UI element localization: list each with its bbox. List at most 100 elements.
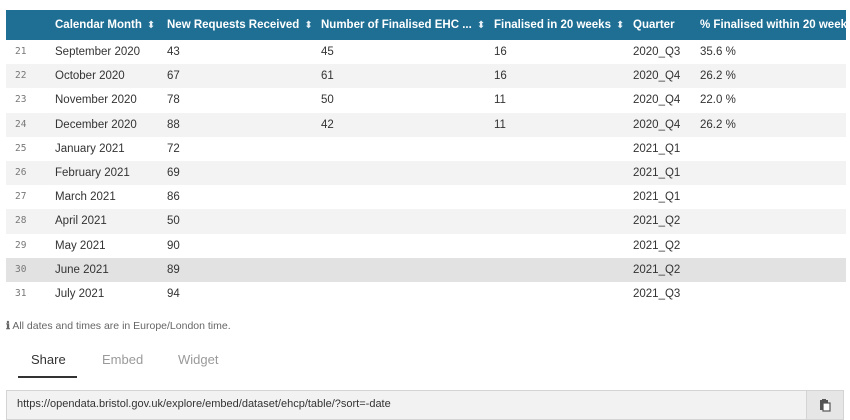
- table-cell: 86: [167, 191, 180, 204]
- table-row[interactable]: 29 May 2021 90 2021_Q2: [6, 234, 846, 258]
- table-cell: 2020_Q4: [633, 118, 681, 131]
- row-number: 30: [15, 263, 27, 275]
- timezone-note: ℹ All dates and times are in Europe/Lond…: [6, 320, 231, 332]
- table-row[interactable]: 24 December 2020 88 42 11 2020_Q4 26.2 %: [6, 112, 846, 137]
- table-row[interactable]: 31 July 2021 94 2021_Q3: [6, 282, 846, 306]
- table-cell: 61: [321, 70, 334, 83]
- table-cell: 42: [321, 118, 334, 131]
- table-cell: 22.0 %: [700, 94, 736, 107]
- table-cell: 89: [167, 263, 180, 276]
- table-cell: 2020_Q4: [633, 94, 681, 107]
- data-table: Calendar Month ⬍ New Requests Received ⬍ N…: [6, 10, 850, 306]
- column-header-label: Number of Finalised EHC ...: [321, 19, 472, 31]
- tab-widget[interactable]: Widget: [178, 352, 218, 367]
- table-row[interactable]: 22 October 2020 67 61 16 2020_Q4 26.2 %: [6, 64, 846, 89]
- column-header-label: Finalised in 20 weeks: [494, 19, 611, 31]
- table-cell: 2021_Q3: [633, 287, 681, 300]
- column-header-quarter[interactable]: Quarter: [633, 10, 675, 40]
- table-cell: 50: [321, 94, 334, 107]
- row-number: 29: [15, 239, 27, 251]
- table-row[interactable]: 30 June 2021 89 2021_Q2: [6, 257, 846, 282]
- table-cell: 94: [167, 287, 180, 300]
- row-number: 31: [15, 287, 27, 299]
- column-header-calendar-month[interactable]: Calendar Month ⬍: [55, 10, 155, 40]
- row-number: 25: [15, 142, 27, 154]
- table-cell: 43: [167, 46, 180, 58]
- column-header-new-requests[interactable]: New Requests Received ⬍: [167, 10, 313, 40]
- table-cell: 2021_Q2: [633, 263, 681, 276]
- active-tab-underline: [18, 376, 77, 378]
- table-cell: 2021_Q2: [633, 215, 681, 228]
- table-cell: 2021_Q1: [633, 142, 681, 155]
- column-header-finalised-ehc[interactable]: Number of Finalised EHC ... ⬍: [321, 10, 485, 40]
- table-cell: 67: [167, 70, 180, 83]
- row-number: 24: [15, 118, 27, 130]
- table-cell: September 2020: [55, 46, 141, 58]
- clipboard-icon: [820, 399, 831, 412]
- timezone-note-text: All dates and times are in Europe/London…: [12, 320, 231, 332]
- table-cell: 88: [167, 118, 180, 131]
- table-cell: 2021_Q1: [633, 191, 681, 204]
- sort-icon[interactable]: ⬍: [615, 20, 625, 31]
- column-header-label: Quarter: [633, 19, 675, 31]
- row-number: 23: [15, 94, 27, 106]
- table-cell: 16: [494, 46, 507, 58]
- table-cell: 11: [494, 94, 506, 107]
- column-header-label: % Finalised within 20 weeks: [700, 19, 850, 31]
- table-cell: 78: [167, 94, 180, 107]
- tab-share[interactable]: Share: [31, 352, 66, 367]
- column-header-pct-finalised[interactable]: % Finalised within 20 weeks: [700, 10, 850, 40]
- column-header-label: New Requests Received: [167, 19, 300, 31]
- table-cell: May 2021: [55, 239, 106, 252]
- sort-icon[interactable]: ⬍: [476, 20, 486, 31]
- tab-label: Share: [31, 352, 66, 367]
- table-cell: 11: [494, 118, 506, 131]
- table-cell: December 2020: [55, 118, 137, 131]
- table-cell: 50: [167, 215, 180, 228]
- table-cell: 26.2 %: [700, 70, 736, 83]
- table-cell: 45: [321, 46, 334, 58]
- table-row[interactable]: 26 February 2021 69 2021_Q1: [6, 160, 846, 186]
- tab-embed[interactable]: Embed: [102, 352, 143, 367]
- table-row[interactable]: 23 November 2020 78 50 11 2020_Q4 22.0 %: [6, 88, 846, 112]
- table-cell: July 2021: [55, 287, 105, 300]
- column-header-finalised-20-weeks[interactable]: Finalised in 20 weeks ⬍: [494, 10, 624, 40]
- table-header: Calendar Month ⬍ New Requests Received ⬍ N…: [6, 10, 850, 40]
- row-number: 22: [15, 70, 27, 82]
- column-header-label: Calendar Month: [55, 19, 142, 31]
- share-url-field[interactable]: https://opendata.bristol.gov.uk/explore/…: [6, 390, 844, 420]
- table-cell: February 2021: [55, 166, 130, 179]
- table-cell: 72: [167, 142, 180, 155]
- table-cell: January 2021: [55, 142, 125, 155]
- row-number: 21: [15, 46, 27, 57]
- table-row[interactable]: 27 March 2021 86 2021_Q1: [6, 185, 846, 209]
- share-url-text[interactable]: https://opendata.bristol.gov.uk/explore/…: [17, 398, 391, 410]
- table-cell: 2020_Q4: [633, 70, 681, 83]
- table-body: 21 September 2020 43 45 16 2020_Q3 35.6 % 22 Oct…: [6, 40, 846, 306]
- table-cell: November 2020: [55, 94, 137, 107]
- row-number: 27: [15, 191, 27, 203]
- table-cell: 26.2 %: [700, 118, 736, 131]
- info-icon: ℹ: [6, 320, 10, 332]
- table-row[interactable]: 21 September 2020 43 45 16 2020_Q3 35.6 %: [6, 40, 846, 64]
- table-cell: October 2020: [55, 70, 125, 83]
- table-row[interactable]: 25 January 2021 72 2021_Q1: [6, 137, 846, 161]
- table-cell: 2020_Q3: [633, 46, 681, 58]
- table-cell: 2021_Q1: [633, 166, 681, 179]
- row-number: 26: [15, 166, 27, 178]
- table-cell: 35.6 %: [700, 46, 736, 58]
- copy-button[interactable]: [806, 391, 843, 419]
- table-cell: June 2021: [55, 263, 109, 276]
- tab-label: Widget: [178, 352, 219, 367]
- table-cell: March 2021: [55, 191, 116, 204]
- table-cell: 69: [167, 166, 180, 179]
- row-number: 28: [15, 215, 27, 227]
- sort-icon[interactable]: ⬍: [146, 20, 156, 31]
- table-row[interactable]: 28 April 2021 50 2021_Q2: [6, 209, 846, 234]
- table-cell: 2021_Q2: [633, 239, 681, 252]
- sort-icon[interactable]: ⬍: [304, 20, 313, 31]
- table-cell: 16: [494, 70, 507, 83]
- table-cell: April 2021: [55, 215, 107, 228]
- tab-label: Embed: [102, 352, 144, 367]
- table-cell: 90: [167, 239, 180, 252]
